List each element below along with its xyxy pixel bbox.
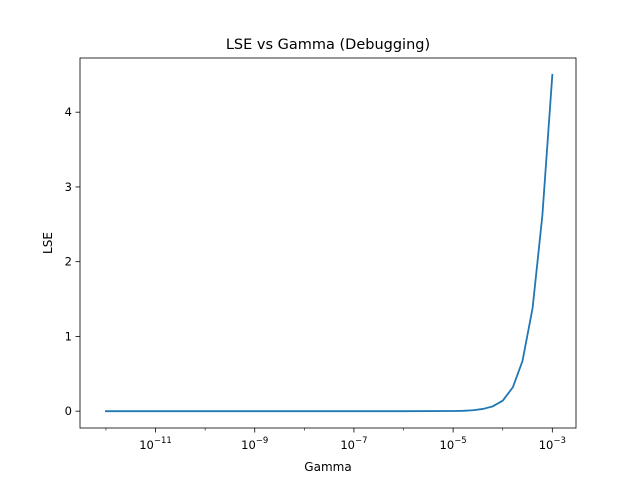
series-layer [105, 73, 554, 413]
x-tick-label-exponent: −3 [553, 436, 566, 446]
x-tick-label: 10−5 [440, 436, 467, 452]
x-tick-label: 10−11 [139, 436, 172, 452]
x-tick-label: 10−7 [340, 436, 367, 452]
y-axis-ticks: 0 1 2 3 4 [65, 105, 80, 418]
x-tick-label-base: 10 [340, 438, 355, 452]
y-tick-label: 4 [65, 105, 72, 119]
x-tick-label: 10−9 [241, 436, 268, 452]
x-tick-label-base: 10 [241, 438, 256, 452]
x-tick-label-base: 10 [440, 438, 455, 452]
x-axis-label: Gamma [304, 460, 351, 474]
y-axis-label: LSE [41, 232, 55, 254]
y-tick-label: 1 [65, 329, 72, 343]
x-axis-ticks: 10−11 10−9 10−7 10−5 10−3 [105, 428, 566, 452]
x-tick-label-exponent: −7 [355, 436, 368, 446]
chart-title: LSE vs Gamma (Debugging) [226, 37, 430, 53]
x-tick-label-base: 10 [139, 438, 154, 452]
y-tick-label: 0 [65, 404, 72, 418]
x-tick-label-exponent: −9 [256, 436, 269, 446]
y-tick-label: 2 [65, 255, 72, 269]
x-tick-label: 10−3 [539, 436, 566, 452]
y-tick-label: 3 [65, 180, 72, 194]
x-tick-label-exponent: −5 [454, 436, 467, 446]
x-tick-label-exponent: −11 [154, 436, 172, 446]
x-tick-label-base: 10 [539, 438, 554, 452]
plot-frame [79, 57, 577, 429]
series-line-0 [105, 73, 554, 413]
